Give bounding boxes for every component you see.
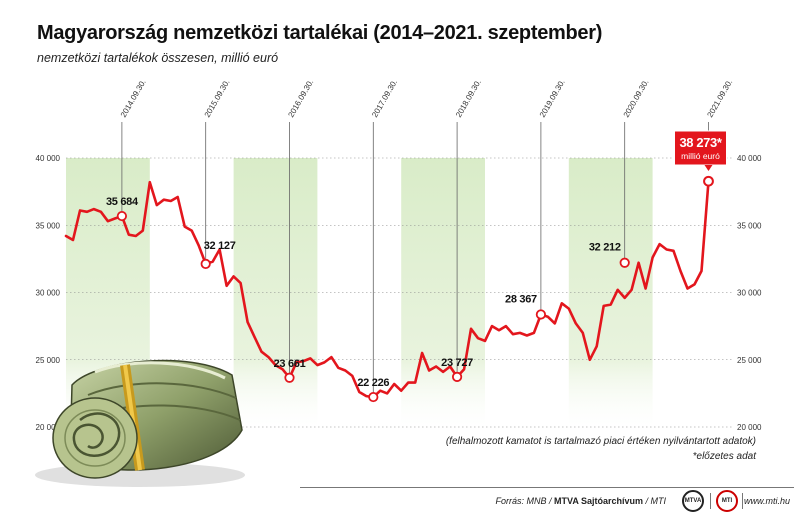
footer-separator — [710, 493, 711, 509]
data-point-marker — [368, 391, 379, 403]
highlight-marker — [703, 175, 714, 187]
y-tick-label: 40 000 — [36, 154, 61, 163]
y-tick-label: 30 000 — [737, 289, 762, 298]
footer: Forrás: MNB / MTVA Sajtóarchívum / MTI M… — [0, 487, 800, 517]
y-tick-label: 25 000 — [737, 356, 762, 365]
period-label: 2017.09.30. — [370, 78, 399, 119]
website-link[interactable]: www.mti.hu — [743, 496, 790, 506]
footer-divider — [300, 487, 794, 488]
data-point-marker — [535, 309, 546, 320]
period-label: 2014.09.30. — [119, 78, 148, 119]
y-tick-label: 40 000 — [737, 154, 762, 163]
data-point-marker — [284, 372, 295, 383]
period-label: 2020.09.30. — [622, 78, 651, 119]
data-label: 22 226 — [357, 377, 389, 389]
data-point-marker — [451, 371, 463, 382]
page-subtitle: nemzetközi tartalékok összesen, millió e… — [37, 51, 279, 65]
data-label: 32 212 — [589, 242, 621, 254]
highlight-value: 38 273* — [679, 135, 722, 150]
data-label: 23 661 — [274, 358, 306, 370]
preliminary-footnote: *előzetes adat — [692, 451, 756, 462]
y-tick-label: 25 000 — [36, 356, 61, 365]
y-tick-label: 20 000 — [737, 423, 762, 432]
highlight-callout — [673, 130, 727, 166]
y-tick-label: 30 000 — [36, 289, 61, 298]
methodology-note: (felhalmozott kamatot is tartalmazó piac… — [445, 436, 756, 447]
mti-logo-icon: MTI — [716, 490, 738, 512]
data-point-marker — [619, 257, 630, 268]
y-tick-label: 20 000 — [36, 423, 61, 432]
series-line-reserves — [64, 179, 710, 399]
source-prefix: Forrás: MNB / — [495, 496, 554, 506]
reserves-line-chart: 20 000 25 000 30 000 35 000 40 000 20 000 25 … — [35, 78, 762, 487]
data-point-marker — [116, 210, 127, 222]
data-point-marker — [200, 258, 211, 269]
period-label: 2019.09.30. — [538, 78, 567, 119]
data-label: 23 727 — [441, 357, 473, 369]
period-label: 2015.09.30. — [203, 78, 232, 119]
y-tick-label: 35 000 — [737, 221, 762, 230]
rolled-banknotes-icon — [35, 359, 245, 487]
data-label: 32 127 — [204, 240, 236, 252]
source-suffix: / MTI — [643, 496, 667, 506]
source-archive: MTVA Sajtóarchívum — [553, 496, 643, 506]
source-credit: Forrás: MNB / MTVA Sajtóarchívum / MTI — [495, 496, 666, 506]
data-label: 28 367 — [505, 293, 537, 305]
y-tick-label: 35 000 — [36, 221, 61, 230]
period-label: 2016.09.30. — [286, 78, 315, 119]
callout-pointer — [704, 165, 713, 171]
footer-separator — [742, 493, 743, 509]
data-label: 35 684 — [106, 196, 139, 208]
period-label: 2021.09.30. — [705, 78, 734, 119]
mtva-logo-icon: MTVA — [682, 490, 704, 512]
page-title: Magyarország nemzetközi tartalékai (2014… — [37, 22, 603, 44]
period-label: 2018.09.30. — [454, 78, 483, 119]
highlight-unit: millió euró — [681, 151, 720, 161]
